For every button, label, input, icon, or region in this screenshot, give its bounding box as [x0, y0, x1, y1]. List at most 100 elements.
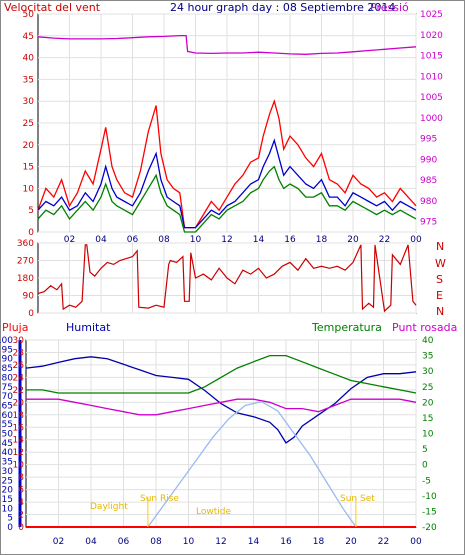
wind-x-tick-label: 00	[410, 235, 422, 245]
wind-x-tick-label: 08	[158, 235, 170, 245]
humidity-y-tick-label: 22	[13, 386, 24, 396]
dir-letter-w: W	[435, 257, 446, 270]
env-x-tick-label: 20	[345, 537, 357, 547]
wind-x-tick-label: 14	[253, 235, 265, 245]
pressure-y-tick-label: 1005	[420, 93, 443, 103]
annotation-lowtide: Lowtide	[196, 507, 231, 517]
humidity-y-tick-label: 18	[13, 411, 25, 421]
pressure-y-tick-label: 975	[420, 218, 437, 228]
humidity-y-tick-label: 28	[13, 348, 25, 358]
direction-y-tick-label: 360	[17, 239, 34, 249]
env-x-tick-label: 12	[215, 537, 226, 547]
env-series-dew_point	[26, 398, 417, 416]
wind-series-speed	[37, 165, 417, 233]
wind-x-tick-label: 06	[127, 235, 139, 245]
wind-y-tick-label: 20	[23, 141, 35, 151]
pressure-y-tick-label: 980	[420, 197, 437, 207]
rain-y-tick-label: 70	[2, 392, 14, 402]
rain-y-tick-label: 95	[2, 345, 13, 355]
temperature-axis-title: Temperatura	[311, 321, 382, 334]
wind-x-tick-label: 12	[221, 235, 232, 245]
humidity-y-tick-label: 12	[13, 448, 24, 458]
temperature-y-tick-label: 10	[422, 430, 434, 440]
env-x-tick-label: 00	[410, 537, 422, 547]
rain-axis-title: Pluja	[2, 321, 28, 334]
pressure-y-tick-label: 1015	[420, 52, 443, 62]
series-layer	[25, 34, 417, 528]
pressure-y-tick-label: 1000	[420, 114, 443, 124]
pressure-y-tick-label: 985	[420, 176, 437, 186]
wind-y-tick-label: 50	[23, 10, 35, 20]
env-x-tick-label: 14	[248, 537, 260, 547]
direction-y-tick-label: 0	[28, 309, 34, 319]
temperature-y-tick-label: 35	[422, 352, 433, 362]
wind-y-tick-label: 45	[23, 32, 34, 42]
wind-x-tick-label: 22	[379, 235, 390, 245]
temperature-y-tick-label: 0	[422, 461, 428, 471]
humidity-y-tick-label: 26	[13, 361, 25, 371]
wind-y-tick-label: 25	[23, 119, 34, 129]
humidity-y-tick-label: 24	[13, 373, 25, 383]
humidity-y-tick-label: 8	[18, 473, 24, 483]
humidity-y-tick-label: 14	[13, 436, 25, 446]
rain-y-tick-label: 5	[7, 514, 13, 524]
env-x-tick-label: 04	[85, 537, 97, 547]
temperature-y-tick-label: 40	[422, 336, 434, 346]
env-x-tick-label: 22	[378, 537, 389, 547]
env-x-tick-label: 06	[118, 537, 130, 547]
temperature-y-tick-label: 15	[422, 414, 433, 424]
rain-y-tick-label: 100	[0, 336, 13, 346]
rain-y-tick-label: 60	[2, 411, 14, 421]
pressure-axis-title: Pressió	[370, 1, 409, 14]
rain-y-tick-label: 75	[2, 383, 13, 393]
rain-y-tick-label: 40	[2, 448, 14, 458]
direction-y-tick-label: 90	[23, 292, 35, 302]
annotation-daylight: Daylight	[90, 502, 128, 512]
direction-y-tick-label: 270	[17, 257, 34, 267]
wind-axis-title: Velocitat del vent	[4, 1, 101, 14]
pressure-y-tick-label: 1010	[420, 72, 443, 82]
wind-y-tick-label: 40	[23, 54, 35, 64]
wind-x-tick-label: 04	[95, 235, 107, 245]
humidity-y-tick-label: 6	[18, 486, 24, 496]
wind-x-tick-label: 20	[347, 235, 359, 245]
temperature-y-tick-label: 25	[422, 383, 433, 393]
annotation-sunrise: Sun Rise	[140, 494, 179, 504]
wind-x-tick-label: 10	[190, 235, 202, 245]
env-series-temperature	[26, 354, 417, 394]
pressure-y-tick-label: 1020	[420, 31, 443, 41]
rain-y-tick-label: 35	[2, 458, 13, 468]
env-series-humidity	[25, 356, 417, 444]
wind-y-tick-label: 35	[23, 75, 34, 85]
wind-series-average	[37, 138, 417, 229]
annotation-sunset: Sun Set	[340, 494, 375, 504]
rain-y-tick-label: 30	[2, 467, 14, 477]
humidity-y-tick-label: 4	[18, 498, 24, 508]
graph-title: 24 hour graph day : 08 Septiembre 2014	[170, 1, 395, 14]
wind-y-tick-label: 30	[23, 97, 35, 107]
rain-y-tick-label: 25	[2, 476, 13, 486]
wind-series-pressure	[37, 34, 417, 55]
wind-x-tick-label: 18	[316, 235, 328, 245]
wind-y-tick-label: 10	[23, 184, 35, 194]
tick-layer: 0510152025303540455097598098599099510001…	[0, 10, 443, 547]
temperature-y-tick-label: -5	[422, 476, 431, 486]
rain-y-tick-label: 0	[7, 523, 13, 533]
temperature-y-tick-label: 30	[422, 367, 434, 377]
direction-series	[37, 244, 417, 313]
direction-y-tick-label: 180	[17, 274, 34, 284]
wind-x-tick-label: 16	[284, 235, 296, 245]
env-x-tick-label: 08	[150, 537, 162, 547]
rain-y-tick-label: 85	[2, 364, 13, 374]
dewpoint-axis-title: Punt rosada	[392, 321, 457, 334]
dir-letter-s: S	[436, 273, 443, 286]
temperature-y-tick-label: -10	[422, 492, 437, 502]
rain-y-tick-label: 45	[2, 439, 13, 449]
rain-y-tick-label: 55	[2, 420, 13, 430]
dir-letter-n-top: N	[436, 240, 444, 253]
wind-y-tick-label: 15	[23, 163, 34, 173]
rain-y-tick-label: 50	[2, 430, 14, 440]
humidity-axis-title: Humitat	[66, 321, 111, 334]
